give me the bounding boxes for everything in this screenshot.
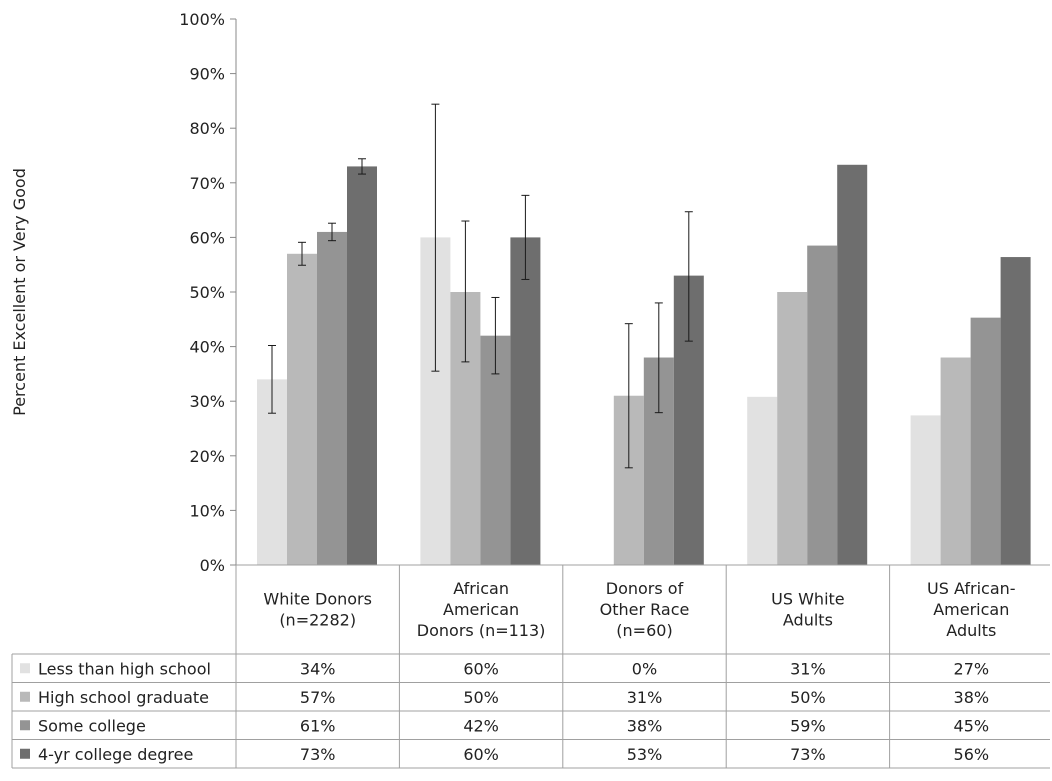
table-cell-value: 38% xyxy=(954,688,990,707)
error-bar xyxy=(624,323,633,469)
y-tick-label: 20% xyxy=(189,447,225,466)
bar xyxy=(970,317,1001,565)
table-cell-value: 60% xyxy=(463,745,499,764)
bar xyxy=(940,357,971,565)
error-bar xyxy=(431,103,440,372)
table-cell-value: 31% xyxy=(790,659,826,678)
category-label: US African-American Adults xyxy=(927,579,1016,640)
y-tick-label: 40% xyxy=(189,338,225,357)
table-cell-value: 31% xyxy=(627,688,663,707)
legend-swatch xyxy=(20,748,30,759)
error-bars-layer xyxy=(268,103,693,469)
bar xyxy=(777,292,808,565)
table-cell-value: 56% xyxy=(954,745,990,764)
bar xyxy=(837,164,868,566)
category-label: White Donors (n=2282) xyxy=(263,590,372,630)
error-bar xyxy=(328,222,336,242)
table-cell-value: 42% xyxy=(463,716,499,735)
table-cell-value: 45% xyxy=(954,716,990,735)
legend-swatch xyxy=(20,720,30,731)
bar xyxy=(347,166,377,566)
y-tick-label: 10% xyxy=(189,501,225,520)
y-axis: 0% 10% 20% 30% 40% 50% 60% 70% 80% 90% 100% xyxy=(179,10,237,575)
table-cell-value: 60% xyxy=(463,659,499,678)
bar xyxy=(287,253,317,565)
y-axis-label: Percent Excellent or Very Good xyxy=(10,168,29,416)
bar xyxy=(510,237,541,565)
legend-swatch xyxy=(20,663,30,674)
error-bar xyxy=(358,158,366,175)
y-tick-label: 80% xyxy=(189,119,225,138)
table-cell-value: 50% xyxy=(790,688,826,707)
error-bar xyxy=(298,241,306,266)
error-bar xyxy=(268,345,276,414)
table-cell-value: 38% xyxy=(627,716,663,735)
table-cell-value: 50% xyxy=(463,688,499,707)
y-tick-label: 90% xyxy=(189,65,225,84)
table-cell-value: 57% xyxy=(300,688,336,707)
y-tick-label: 100% xyxy=(179,10,225,29)
legend-label: Less than high school xyxy=(38,659,211,678)
error-bar xyxy=(461,220,470,363)
table-cell-value: 34% xyxy=(300,659,336,678)
table-cell-value: 73% xyxy=(790,745,826,764)
data-table: White Donors (n=2282) African American Donor… xyxy=(11,564,1050,769)
y-tick-label: 50% xyxy=(189,283,225,302)
error-bar xyxy=(684,211,693,342)
error-bar xyxy=(654,302,663,414)
bars-layer xyxy=(257,164,1031,566)
bar xyxy=(1000,257,1031,565)
error-bar xyxy=(521,194,530,280)
legend-label: High school graduate xyxy=(38,688,209,707)
y-tick-label: 60% xyxy=(189,228,225,247)
legend-label: Some college xyxy=(38,716,146,735)
bar xyxy=(807,245,838,565)
error-bar xyxy=(491,296,500,375)
category-label: US White Adults xyxy=(771,590,844,630)
table-cell-value: 59% xyxy=(790,716,826,735)
table-cell-value: 73% xyxy=(300,745,336,764)
y-tick-label: 0% xyxy=(200,556,225,575)
table-cell-value: 27% xyxy=(954,659,990,678)
bar xyxy=(747,396,778,565)
bar xyxy=(317,231,347,565)
y-tick-label: 30% xyxy=(189,392,225,411)
legend-label: 4-yr college degree xyxy=(38,745,193,764)
bar xyxy=(910,415,941,565)
category-label: African American Donors (n=113) xyxy=(417,579,546,640)
table-cell-value: 53% xyxy=(627,745,663,764)
y-tick-label: 70% xyxy=(189,174,225,193)
table-cell-value: 61% xyxy=(300,716,336,735)
legend-swatch xyxy=(20,691,30,702)
category-label: Donors of Other Race (n=60) xyxy=(600,579,690,640)
table-cell-value: 0% xyxy=(632,659,657,678)
